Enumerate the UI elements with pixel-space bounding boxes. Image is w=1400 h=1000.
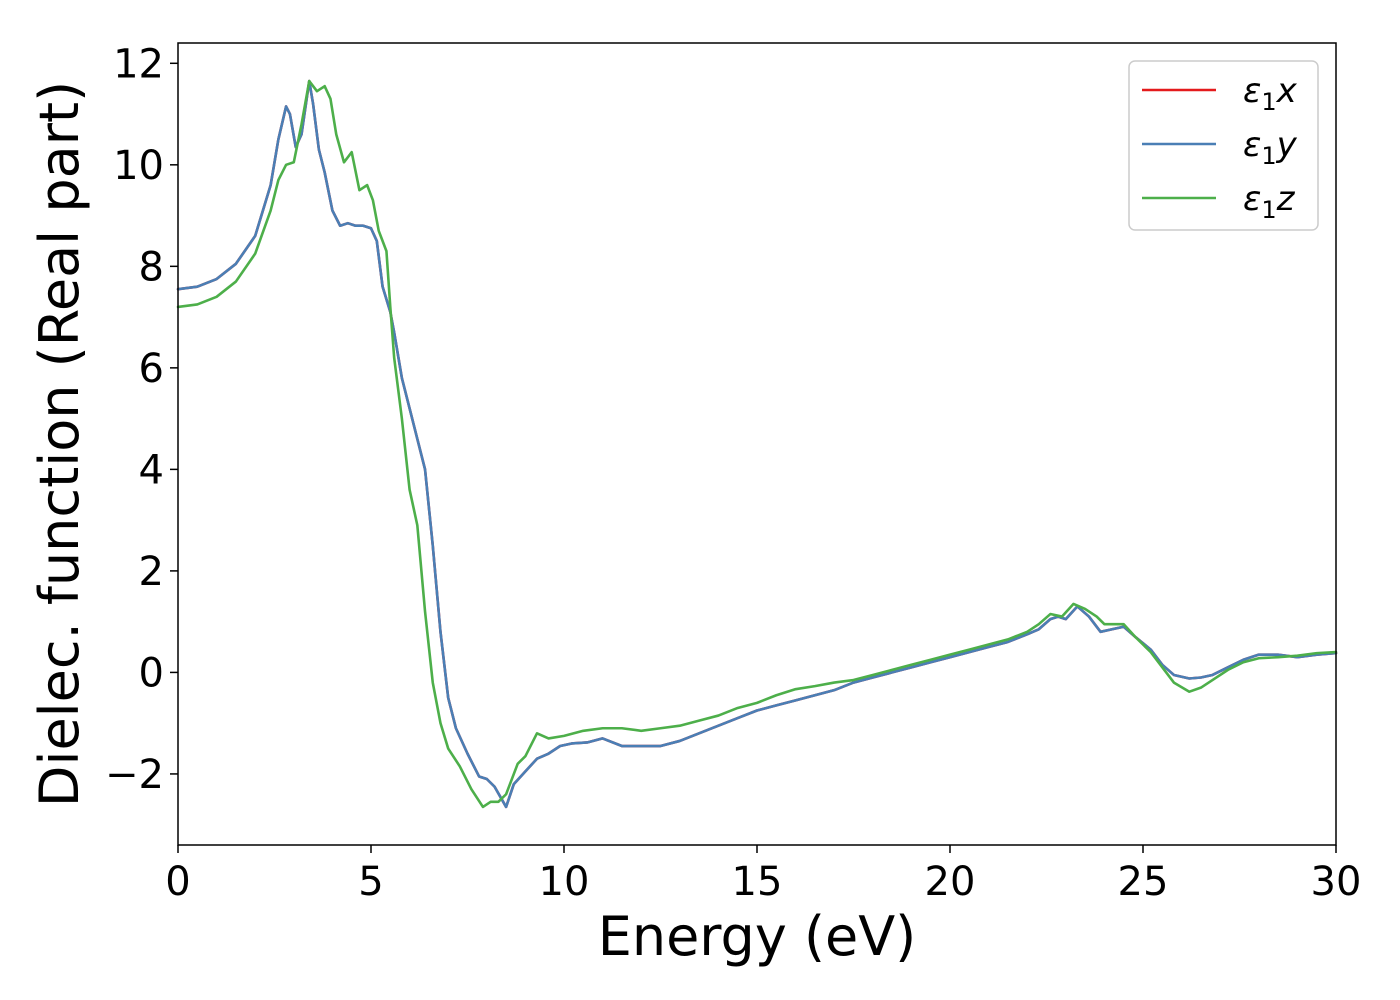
x-axis-ticks: 0 5 10 15 20 25 30 [165,845,1361,905]
legend-label-y: ε1y [1243,125,1298,170]
legend: ε1x ε1y ε1z [1128,60,1319,231]
y-tick-label: −2 [105,752,164,798]
y-axis-ticks: −2 0 2 4 6 8 10 12 [105,41,178,798]
legend-items: ε1x ε1y ε1z [1142,71,1298,224]
x-tick-label: 15 [732,859,783,905]
series-line-y [176,79,1338,809]
legend-label-z: ε1z [1243,179,1296,224]
x-tick-label: 25 [1118,859,1169,905]
x-tick-label: 20 [925,859,976,905]
series-group [176,79,1338,809]
y-tick-label: 2 [139,549,164,595]
y-tick-label: 4 [139,447,164,493]
legend-label-x: ε1x [1243,71,1298,116]
y-tick-label: 0 [139,650,164,696]
x-tick-label: 0 [165,859,190,905]
x-tick-label: 10 [539,859,590,905]
series-line-z [176,79,1338,809]
x-axis-title: Energy (eV) [598,905,917,968]
y-tick-label: 12 [113,41,164,87]
y-axis-title: Dielec. function (Real part) [28,81,91,807]
y-tick-label: 8 [139,244,164,290]
y-tick-label: 10 [113,143,164,189]
x-tick-label: 5 [358,859,383,905]
legend-box [1128,60,1319,231]
y-tick-label: 6 [139,346,164,392]
x-tick-label: 30 [1311,859,1362,905]
